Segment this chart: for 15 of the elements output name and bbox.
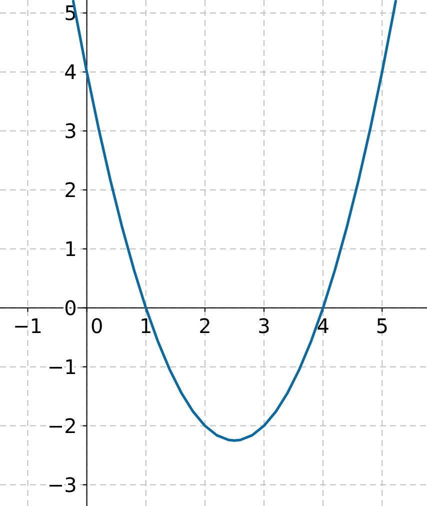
y-tick-label: −3 — [47, 472, 77, 497]
y-tick-label: 5 — [64, 0, 77, 25]
x-tick-label: 3 — [258, 314, 270, 338]
x-tick-label: 0 — [90, 314, 104, 338]
x-tick-label: 5 — [376, 314, 388, 338]
x-tick-label: 1 — [140, 314, 152, 338]
y-tick-label: −2 — [47, 414, 77, 438]
x-tick-label: 2 — [198, 314, 212, 338]
x-tick-label: 4 — [316, 314, 330, 338]
x-tick-label: −1 — [13, 314, 42, 338]
y-tick-label: 3 — [64, 118, 77, 143]
y-tick-label: 1 — [64, 236, 77, 261]
y-tick-label: 4 — [64, 60, 77, 84]
y-tick-label: −1 — [47, 354, 77, 379]
y-tick-label: 2 — [64, 178, 77, 202]
